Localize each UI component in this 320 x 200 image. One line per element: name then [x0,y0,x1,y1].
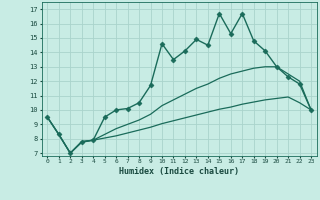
X-axis label: Humidex (Indice chaleur): Humidex (Indice chaleur) [119,167,239,176]
